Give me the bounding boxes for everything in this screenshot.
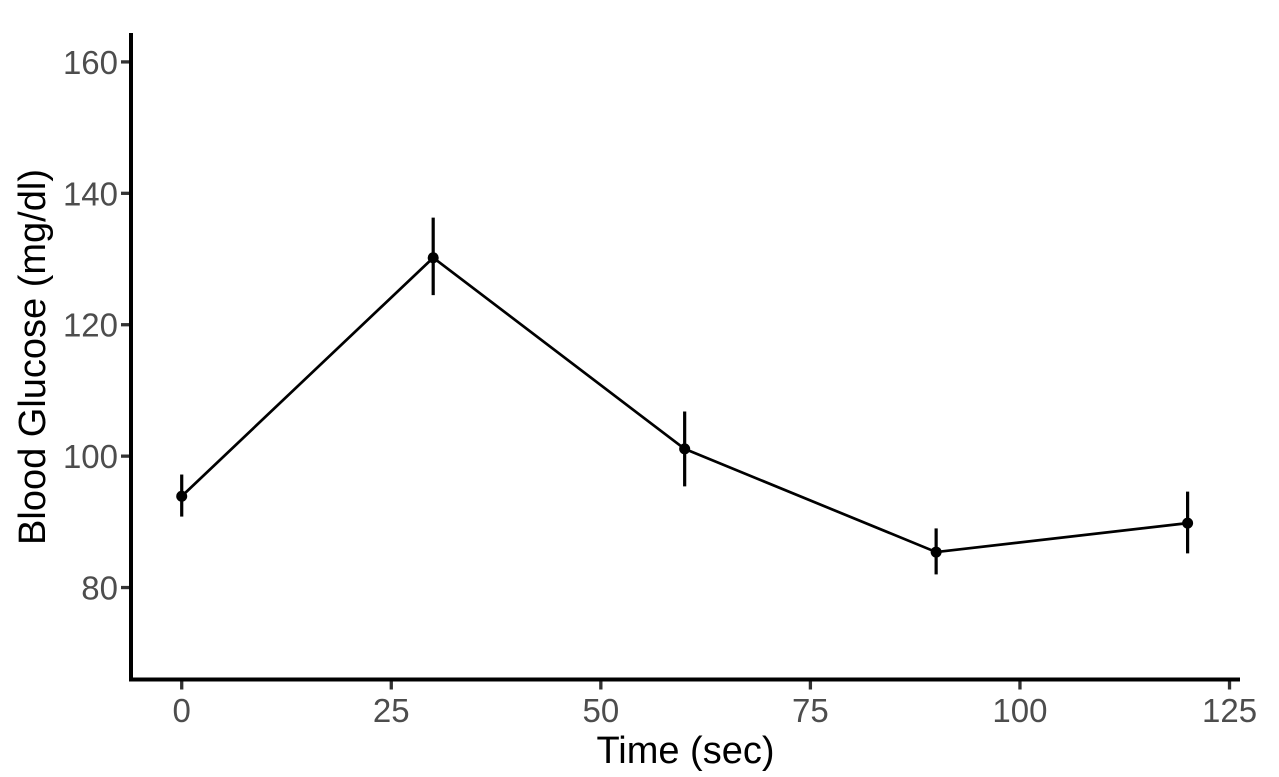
data-point bbox=[930, 546, 942, 558]
y-axis-title: Blood Glucose (mg/dl) bbox=[12, 169, 54, 545]
data-point bbox=[679, 443, 691, 455]
x-tick-label: 100 bbox=[992, 692, 1047, 729]
y-tick-label: 140 bbox=[63, 175, 118, 212]
x-tick-label: 125 bbox=[1202, 692, 1257, 729]
y-tick-label: 100 bbox=[63, 438, 118, 475]
x-tick-label: 25 bbox=[373, 692, 410, 729]
x-tick-label: 50 bbox=[582, 692, 619, 729]
data-point bbox=[1182, 517, 1194, 529]
x-tick-label: 0 bbox=[173, 692, 191, 729]
data-point bbox=[427, 252, 439, 264]
x-tick-label: 75 bbox=[792, 692, 829, 729]
data-point bbox=[176, 490, 188, 502]
data-line bbox=[180, 256, 1188, 554]
x-axis-title: Time (sec) bbox=[596, 730, 775, 772]
y-tick-label: 120 bbox=[63, 307, 118, 344]
y-tick-label: 160 bbox=[63, 44, 118, 81]
y-tick-label: 80 bbox=[81, 570, 118, 607]
